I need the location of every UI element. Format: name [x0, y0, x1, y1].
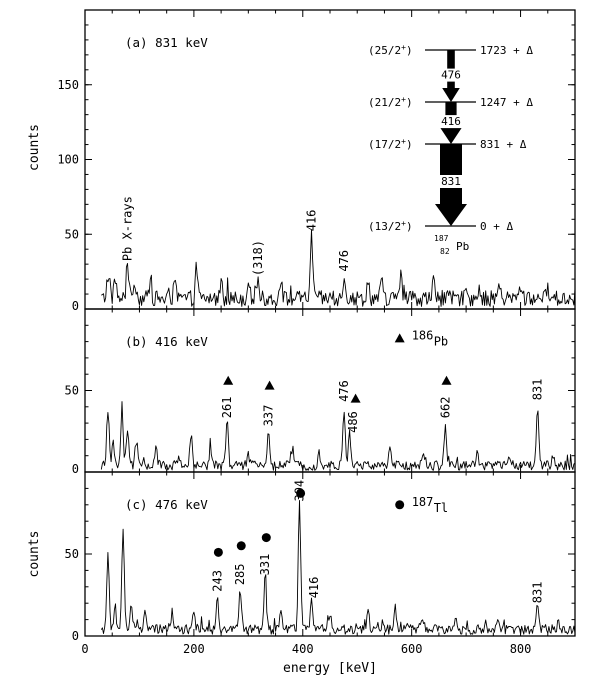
circle-marker — [296, 488, 306, 498]
circle-marker — [236, 541, 246, 551]
legend-element: Pb — [434, 334, 448, 348]
level-energy: 1247 + Δ — [480, 96, 533, 109]
panel-title: (b) 416 keV — [125, 334, 208, 349]
legend-triangle — [394, 333, 405, 343]
circle-marker — [213, 547, 223, 557]
triangle-marker — [264, 380, 275, 390]
transition-label-bg — [438, 68, 464, 82]
y-tick-label: 50 — [65, 384, 79, 398]
triangle-marker — [441, 375, 452, 385]
legend-mass: 186 — [412, 328, 434, 342]
legend-mass: 187 — [412, 495, 434, 509]
legend-element: Tl — [434, 501, 448, 515]
triangle-marker — [223, 375, 234, 385]
peak-label: Pb X-rays — [120, 196, 134, 261]
y-tick-label: 0 — [72, 462, 79, 476]
peak-label: 261 — [220, 397, 234, 419]
y-tick-label: 0 — [72, 629, 79, 643]
y-tick-label: 150 — [57, 78, 79, 92]
level-energy: 831 + Δ — [480, 138, 527, 151]
x-tick-label: 400 — [292, 642, 314, 656]
y-tick-label: 50 — [65, 227, 79, 241]
peak-label: 243 — [210, 570, 224, 592]
spectrum-panel-2: 050(c) 476 keV243285331394416831187Tlcou… — [27, 471, 576, 643]
nucleus-z: 82 — [440, 247, 450, 256]
y-axis-label: counts — [27, 531, 42, 578]
x-axis: 0 200 400 600 800 energy [keV] — [81, 642, 531, 676]
peak-label: 831 — [530, 582, 544, 604]
legend-circle — [395, 500, 405, 510]
circle-marker — [261, 533, 271, 543]
nucleus-mass: 187 — [434, 234, 449, 243]
level-energy: 0 + Δ — [480, 220, 513, 233]
peak-label: 486 — [346, 411, 360, 433]
transition-energy: 831 — [441, 175, 461, 188]
spectrum-panel-0: 0 50 100 150 (a) 831 keV Pb X-rays (318) 416 476… — [27, 9, 576, 313]
level-energy: 1723 + Δ — [480, 44, 533, 57]
triangle-marker — [350, 393, 361, 403]
x-axis-label: energy [keV] — [283, 661, 377, 676]
peak-label: 476 — [337, 380, 351, 402]
y-tick-label: 0 — [72, 299, 79, 313]
y-axis-label: counts — [27, 124, 42, 171]
y-tick-label: 50 — [65, 547, 79, 561]
x-tick-label: 200 — [183, 642, 205, 656]
peak-label: 337 — [261, 405, 275, 427]
peak-label: 831 — [530, 379, 544, 401]
spectrum-panels: 0 50 100 150 (a) 831 keV Pb X-rays (318) 416 476… — [27, 9, 576, 643]
peak-label: 662 — [438, 397, 452, 419]
peak-label: 416 — [307, 577, 321, 599]
spectrum-trace — [100, 499, 576, 635]
spectrum-trace — [101, 229, 576, 307]
transition-energy: 416 — [441, 115, 461, 128]
panel-title: (a) 831 keV — [125, 35, 208, 50]
x-tick-label: 0 — [81, 642, 88, 656]
spectrum-panel-1: 0 50 (b) 416 keV 261 337 476 486 662 831 186 Pb — [65, 308, 576, 476]
level-spin: (25/2+) — [368, 43, 413, 57]
spectrum-trace — [100, 401, 576, 471]
transition-label-bg — [438, 115, 464, 129]
peak-label: 416 — [304, 210, 318, 232]
y-tick-label: 100 — [57, 153, 79, 167]
peak-label: 476 — [337, 250, 351, 272]
x-tick-label: 800 — [510, 642, 532, 656]
peak-label: (318) — [251, 240, 265, 276]
peak-label: 285 — [233, 563, 247, 585]
level-spin: (21/2+) — [368, 95, 413, 109]
x-tick-label: 600 — [401, 642, 423, 656]
peak-label: 331 — [258, 554, 272, 576]
level-scheme: (25/2+) 1723 + Δ (21/2+) 1247 + Δ (17/2+) 831… — [368, 43, 533, 256]
level-spin: (17/2+) — [368, 137, 413, 151]
level-spin: (13/2+) — [368, 219, 413, 233]
nucleus-element: Pb — [456, 240, 469, 253]
transition-label-bg — [438, 175, 464, 188]
panel-title: (c) 476 keV — [125, 497, 208, 512]
transition-energy: 476 — [441, 69, 461, 82]
